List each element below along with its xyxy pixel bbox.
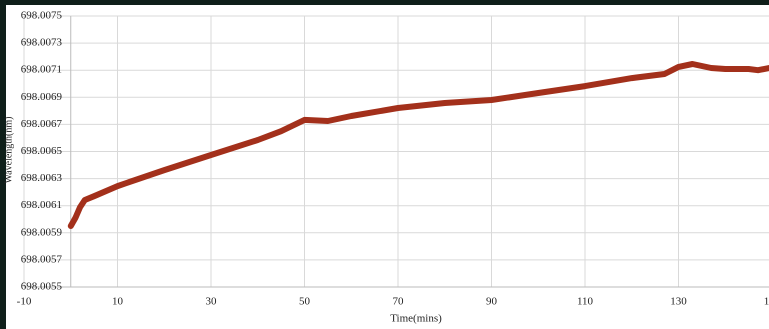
- x-tick-label: 50: [299, 296, 311, 308]
- x-tick-label: 70: [393, 296, 405, 308]
- y-tick-label: 698.0061: [21, 199, 62, 211]
- y-tick-label: 698.0069: [21, 91, 63, 103]
- chart-background: [6, 5, 769, 329]
- y-tick-label: 698.0055: [21, 281, 63, 293]
- y-tick-label: 698.0073: [21, 37, 63, 49]
- y-tick-label: 698.0075: [21, 10, 63, 22]
- x-tick-label: 110: [577, 296, 594, 308]
- y-tick-label: 698.0071: [21, 64, 62, 76]
- x-tick-label: 130: [670, 296, 687, 308]
- y-tick-label: 698.0057: [21, 253, 63, 265]
- data-line: [67, 61, 769, 229]
- x-axis-title: Time(mins): [390, 313, 442, 325]
- y-tick-label: 698.0065: [21, 145, 63, 157]
- x-tick-label: -10: [17, 296, 32, 308]
- x-tick-label: 30: [206, 296, 218, 308]
- y-tick-label: 698.0059: [21, 226, 63, 238]
- marks: [67, 61, 769, 229]
- y-tick-label: 698.0063: [21, 172, 63, 184]
- x-tick-label: 90: [486, 296, 498, 308]
- x-tick-label: 10: [112, 296, 124, 308]
- x-tick-label: 150: [764, 296, 769, 308]
- grid: [23, 15, 769, 288]
- y-tick-label: 698.0067: [21, 118, 63, 130]
- y-axis-title: Wavelength(nm): [3, 117, 14, 184]
